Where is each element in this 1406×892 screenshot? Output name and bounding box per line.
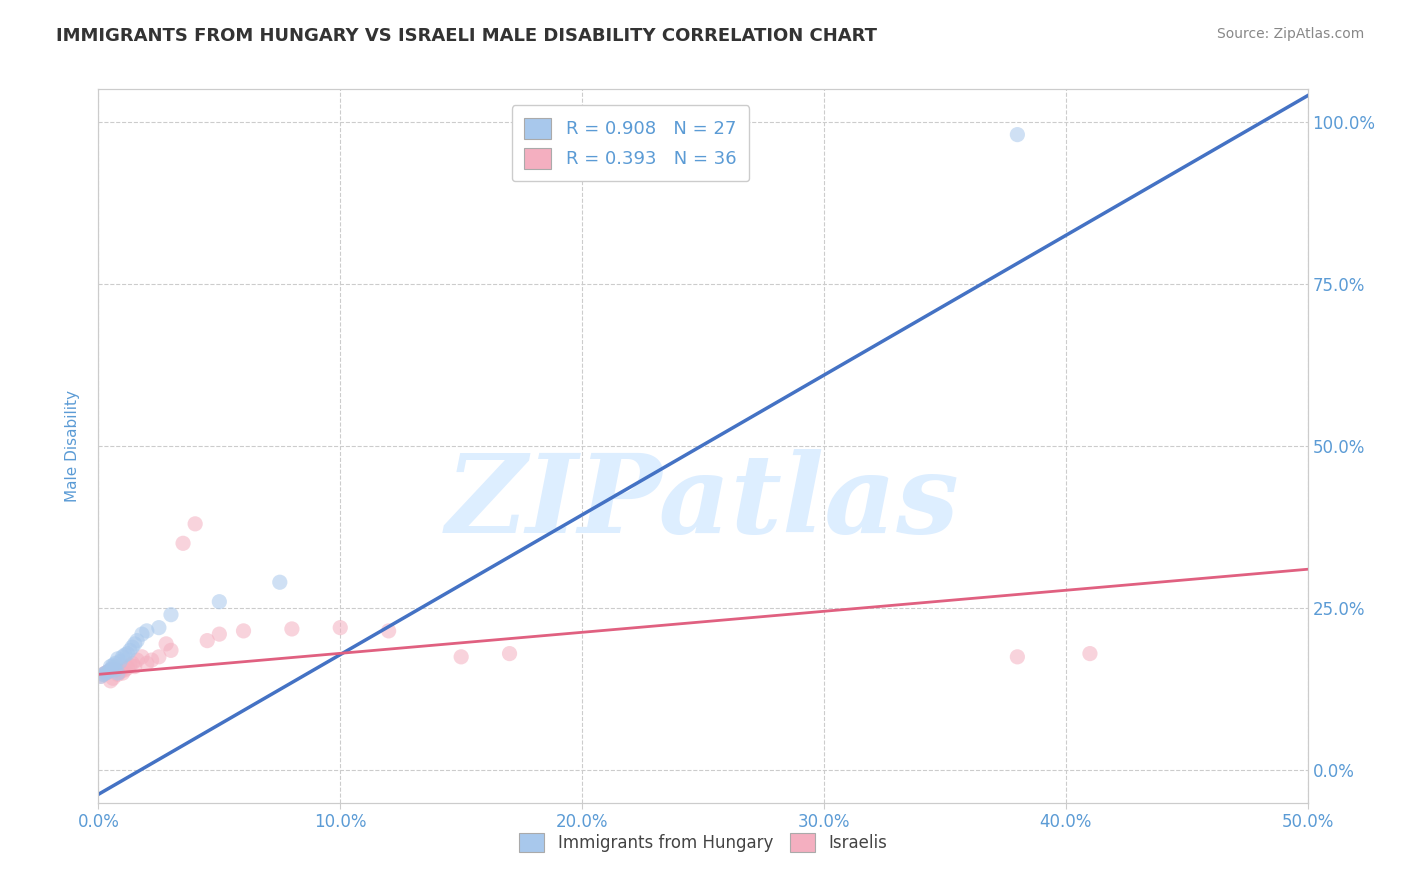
Point [100,663,122,677]
Point [108,654,131,668]
Point [172,536,194,550]
Text: Source: ZipAtlas.com: Source: ZipAtlas.com [1216,27,1364,41]
Y-axis label: Male Disability: Male Disability [65,390,80,502]
Text: IMMIGRANTS FROM HUNGARY VS ISRAELI MALE DISABILITY CORRELATION CHART: IMMIGRANTS FROM HUNGARY VS ISRAELI MALE … [56,27,877,45]
Point [127,633,149,648]
Point [148,621,170,635]
Point [107,667,129,681]
Point [155,637,177,651]
Text: ZIPatlas: ZIPatlas [446,450,960,557]
Point [101,658,124,673]
Point [104,659,127,673]
Point [124,637,146,651]
Point [281,622,304,636]
Point [1078,647,1101,661]
Point [131,627,153,641]
Point [160,643,183,657]
Point [90,669,112,683]
Point [100,663,122,677]
Point [208,627,231,641]
Point [135,657,157,671]
Point [104,663,127,677]
Point [91,667,114,681]
Point [118,643,141,657]
Point [94,666,117,681]
Point [232,624,254,638]
Point [269,575,291,590]
Point [184,516,207,531]
Point [111,649,134,664]
Point [108,665,131,679]
Point [104,657,127,671]
Point [117,647,139,661]
Point [114,663,136,677]
Point [329,621,352,635]
Point [107,666,129,681]
Point [450,649,472,664]
Point [148,649,170,664]
Point [111,666,134,681]
Point [94,666,117,681]
Point [498,647,520,661]
Point [160,607,183,622]
Point [101,661,124,675]
Point [141,653,163,667]
Point [131,649,153,664]
Point [100,659,122,673]
Point [195,633,218,648]
Point [91,667,114,681]
Point [208,595,231,609]
Point [135,624,157,638]
Point [100,673,122,688]
Point [114,648,136,662]
Point [117,661,139,675]
Point [1007,649,1029,664]
Point [377,624,399,638]
Point [101,671,124,685]
Point [90,669,112,683]
Point [97,665,120,679]
Point [127,653,149,667]
Point [104,663,127,677]
Point [118,658,141,673]
Point [107,652,129,666]
Point [97,665,120,679]
Point [121,657,143,671]
Point [1007,128,1029,142]
Point [121,640,143,654]
Legend: Immigrants from Hungary, Israelis: Immigrants from Hungary, Israelis [513,826,893,859]
Point [124,659,146,673]
